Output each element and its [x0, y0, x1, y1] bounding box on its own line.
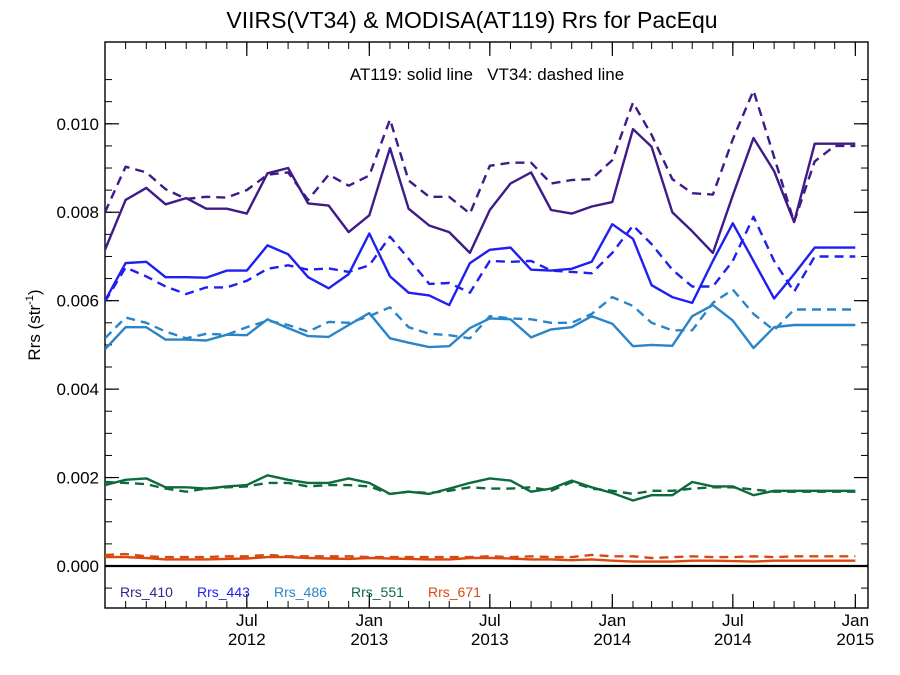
x-tick-year: 2014 — [593, 630, 631, 649]
series-rrs-671-dashed-line — [105, 552, 856, 560]
series-lines — [105, 89, 856, 563]
x-tick-year: 2013 — [350, 630, 388, 649]
y-axis-label-close: ) — [25, 289, 44, 295]
legend-item-rrs-443: Rrs_443 — [197, 584, 250, 600]
x-tick-year: 2014 — [714, 630, 752, 649]
series-rrs-410-solid-line — [105, 127, 856, 255]
series-rrs-486-solid-line — [105, 303, 856, 351]
y-axis-label-main: Rrs (str — [25, 305, 44, 361]
y-tick-label: 0.008 — [56, 203, 99, 222]
chart-title: VIIRS(VT34) & MODISA(AT119) Rrs for PacE… — [226, 7, 717, 33]
y-axis-label-superscript: -1 — [24, 295, 36, 305]
series-rrs-443-solid-line — [105, 222, 856, 307]
x-tick-month: Jan — [842, 611, 869, 630]
y-axis-label: Rrs (str-1) — [24, 289, 44, 360]
y-axis: 0.000 0.002 0.004 0.006 0.008 0.010 — [56, 79, 868, 589]
line-style-note: AT119: solid line VT34: dashed line — [350, 65, 624, 84]
x-tick-month: Jul — [236, 611, 258, 630]
x-tick-month: Jan — [356, 611, 383, 630]
x-axis: Jul2012Jan2013Jul2013Jan2014Jul2014Jan20… — [104, 42, 874, 649]
series-rrs-551-solid-line — [105, 474, 856, 502]
y-tick-label: 0.006 — [56, 292, 99, 311]
legend: Rrs_410 Rrs_443 Rrs_486 Rrs_551 Rrs_671 — [120, 584, 481, 600]
y-tick-label: 0.000 — [56, 557, 99, 576]
x-tick-month: Jul — [479, 611, 501, 630]
plot-frame — [104, 41, 869, 609]
series-rrs-671-solid-line — [105, 555, 856, 563]
y-tick-label: 0.010 — [56, 115, 99, 134]
legend-item-rrs-671: Rrs_671 — [428, 584, 481, 600]
legend-item-rrs-410: Rrs_410 — [120, 584, 173, 600]
series-rrs-410-dashed-line — [105, 89, 856, 224]
x-tick-month: Jul — [722, 611, 744, 630]
x-tick-year: 2013 — [471, 630, 509, 649]
y-tick-label: 0.004 — [56, 380, 99, 399]
x-tick-year: 2015 — [836, 630, 874, 649]
series-rrs-443-dashed-line — [105, 215, 856, 303]
series-rrs-486-dashed-line — [105, 288, 856, 340]
y-tick-label: 0.002 — [56, 469, 99, 488]
x-tick-month: Jan — [599, 611, 626, 630]
x-tick-year: 2012 — [228, 630, 266, 649]
legend-item-rrs-551: Rrs_551 — [351, 584, 404, 600]
legend-item-rrs-486: Rrs_486 — [274, 584, 327, 600]
